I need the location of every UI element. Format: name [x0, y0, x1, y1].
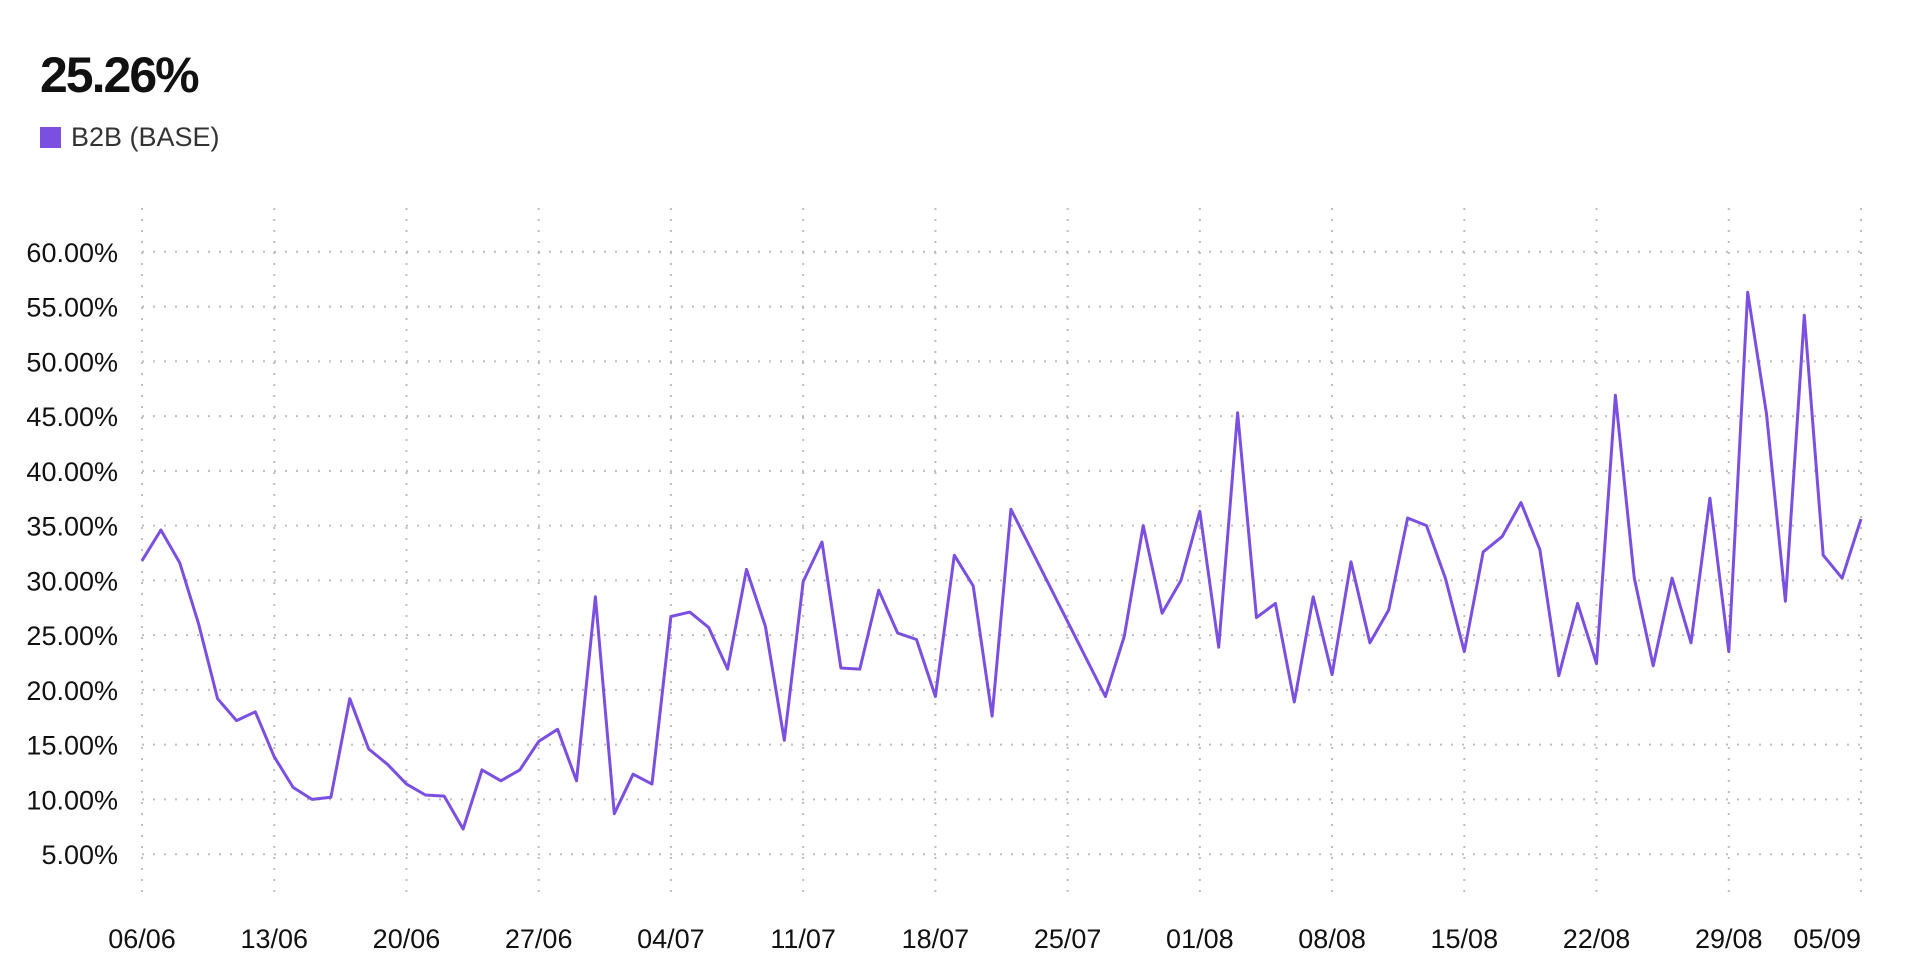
x-tick-label: 06/06: [108, 924, 176, 954]
x-tick-label: 22/08: [1563, 924, 1631, 954]
y-tick-label: 55.00%: [26, 293, 118, 323]
legend: B2B (BASE): [40, 122, 220, 153]
y-tick-label: 60.00%: [26, 238, 118, 268]
x-tick-label: 29/08: [1695, 924, 1763, 954]
y-tick-label: 10.00%: [26, 785, 118, 815]
x-tick-label: 25/07: [1034, 924, 1102, 954]
y-tick-label: 30.00%: [26, 566, 118, 596]
x-tick-label: 20/06: [373, 924, 441, 954]
y-tick-label: 50.00%: [26, 347, 118, 377]
legend-swatch: [40, 127, 61, 148]
y-tick-label: 35.00%: [26, 512, 118, 542]
y-tick-label: 45.00%: [26, 402, 118, 432]
x-tick-label: 04/07: [637, 924, 705, 954]
y-tick-label: 20.00%: [26, 676, 118, 706]
x-tick-label: 01/08: [1166, 924, 1234, 954]
x-tick-label: 11/07: [770, 924, 836, 954]
y-tick-label: 15.00%: [26, 731, 118, 761]
x-tick-label: 08/08: [1298, 924, 1366, 954]
x-tick-label: 27/06: [505, 924, 573, 954]
legend-label: B2B (BASE): [71, 122, 220, 152]
y-tick-label: 40.00%: [26, 457, 118, 487]
x-tick-label: 05/09: [1793, 924, 1861, 954]
x-tick-label: 18/07: [902, 924, 970, 954]
x-tick-label: 15/08: [1431, 924, 1499, 954]
y-tick-label: 25.00%: [26, 621, 118, 651]
headline-value: 25.26%: [40, 47, 200, 103]
x-tick-label: 13/06: [240, 924, 308, 954]
series-line: [140, 290, 1863, 831]
y-tick-label: 5.00%: [41, 840, 118, 870]
